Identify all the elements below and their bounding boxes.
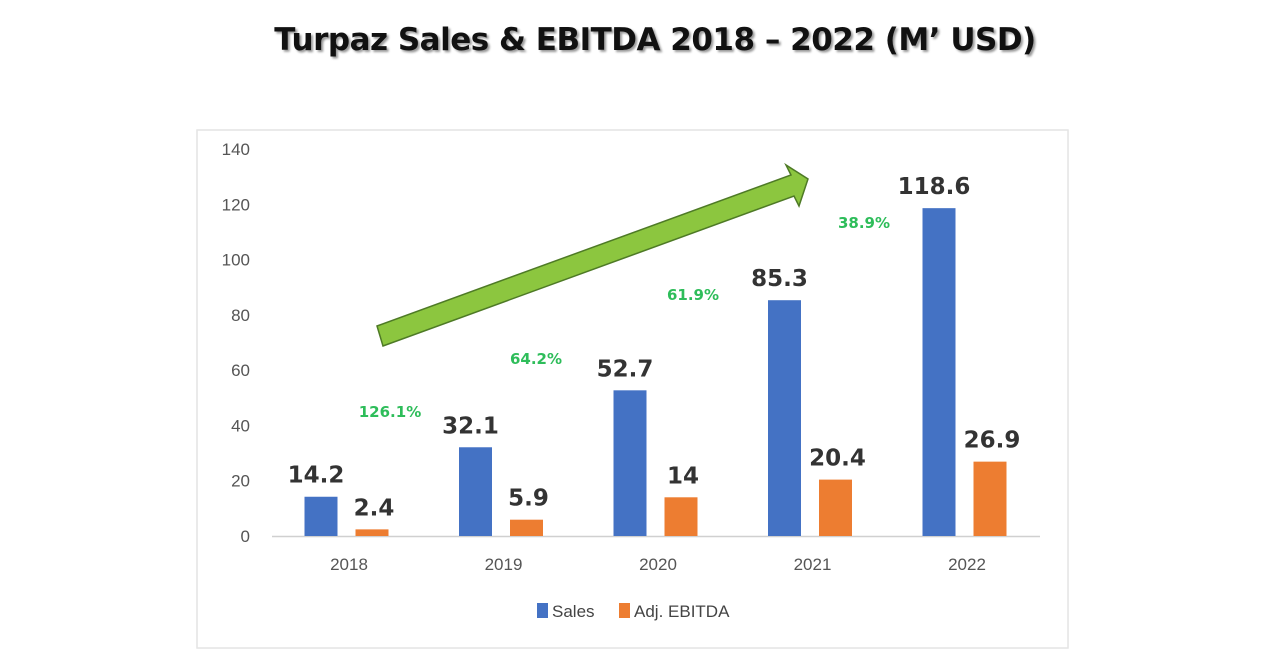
sales-bar (768, 300, 801, 536)
sales-data-label: 85.3 (751, 266, 808, 292)
y-tick-label: 40 (231, 416, 250, 435)
x-tick-label: 2021 (794, 555, 832, 574)
growth-rate-label: 126.1% (359, 403, 421, 421)
sales-bar (304, 496, 338, 536)
legend-label-ebitda: Adj. EBITDA (634, 602, 730, 621)
ebitda-data-label: 14 (667, 463, 699, 489)
y-tick-label: 20 (231, 472, 250, 491)
x-tick-label: 2022 (948, 555, 986, 574)
y-tick-label: 140 (222, 140, 250, 159)
sales-bar (613, 390, 647, 536)
ebitda-data-label: 5.9 (508, 486, 549, 512)
ebitda-bar (510, 519, 543, 536)
ebitda-bar (819, 479, 852, 536)
growth-rate-label: 38.9% (838, 214, 890, 232)
x-tick-label: 2019 (485, 555, 523, 574)
y-tick-label: 80 (231, 306, 250, 325)
x-tick-label: 2018 (330, 555, 368, 574)
sales-data-label: 118.6 (898, 174, 971, 200)
ebitda-data-label: 2.4 (354, 495, 395, 521)
ebitda-bar (664, 497, 698, 536)
sales-data-label: 32.1 (442, 413, 499, 439)
y-tick-label: 0 (241, 527, 250, 546)
legend-swatch-sales (537, 603, 548, 618)
y-tick-label: 100 (222, 251, 250, 270)
sales-bar (459, 447, 492, 536)
sales-bar (922, 208, 956, 537)
x-tick-label: 2020 (639, 555, 677, 574)
growth-rate-label: 64.2% (510, 350, 562, 368)
ebitda-data-label: 26.9 (964, 428, 1021, 454)
sales-data-label: 52.7 (597, 356, 654, 382)
legend-label-sales: Sales (552, 602, 595, 621)
sales-data-label: 14.2 (288, 463, 345, 489)
ebitda-data-label: 20.4 (809, 446, 866, 472)
ebitda-bar (355, 529, 389, 536)
ebitda-bar (973, 461, 1007, 536)
chart-title: Turpaz Sales & EBITDA 2018 – 2022 (M’ US… (274, 22, 1036, 58)
growth-arrow (376, 162, 809, 347)
legend-swatch-ebitda (619, 603, 630, 618)
growth-rate-label: 61.9% (667, 286, 719, 304)
y-tick-label: 60 (231, 361, 250, 380)
y-tick-label: 120 (222, 195, 250, 214)
